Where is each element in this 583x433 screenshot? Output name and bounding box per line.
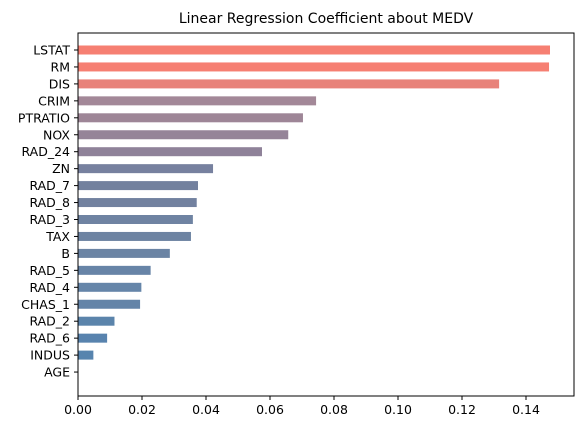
bar-rad-3 — [78, 215, 193, 224]
category-label: RAD_24 — [21, 144, 70, 159]
x-ticks-group: 0.00 0.02 0.04 0.06 0.08 0.10 0.12 0.14 — [64, 396, 540, 417]
bar-indus — [78, 350, 94, 360]
bar-tax — [78, 231, 191, 241]
chart-title: Linear Regression Coefficient about MEDV — [179, 11, 474, 27]
bar-b — [78, 248, 170, 258]
category-label: AGE — [44, 365, 70, 380]
category-label: RAD_6 — [29, 331, 70, 346]
bar-rad-7 — [78, 181, 198, 191]
bar-lstat — [78, 45, 550, 55]
category-label: INDUS — [30, 348, 70, 363]
category-label: RAD_8 — [29, 195, 70, 210]
plot-frame — [77, 32, 575, 397]
bar-chas-1 — [78, 299, 141, 309]
x-tick-label: 0.04 — [192, 402, 220, 417]
bar-rad-5 — [78, 265, 151, 275]
category-label: RAD_4 — [29, 280, 70, 295]
x-tick-label: 0.14 — [512, 402, 540, 417]
bars-group — [78, 45, 550, 360]
category-label: LSTAT — [33, 43, 70, 58]
category-label: TAX — [45, 229, 70, 244]
x-tick-label: 0.06 — [256, 402, 284, 417]
category-label: RAD_2 — [29, 314, 70, 329]
category-label: RAD_7 — [29, 178, 70, 193]
category-label: ZN — [52, 161, 70, 176]
category-label: CRIM — [38, 93, 70, 108]
bar-ptratio — [78, 113, 303, 123]
category-label: B — [61, 246, 70, 261]
bar-nox — [78, 130, 289, 140]
x-tick-label: 0.12 — [448, 402, 476, 417]
bar-crim — [78, 96, 317, 106]
x-tick-label: 0.00 — [64, 402, 92, 417]
bar-rad-6 — [78, 333, 108, 343]
bar-dis — [78, 79, 500, 89]
category-label: RAD_3 — [29, 212, 70, 227]
category-label: NOX — [43, 127, 70, 142]
category-label: PTRATIO — [18, 110, 70, 125]
x-tick-label: 0.10 — [384, 402, 412, 417]
bar-rm — [78, 62, 550, 72]
bar-rad-4 — [78, 282, 142, 292]
bar-zn — [78, 164, 214, 174]
category-label: RM — [51, 59, 70, 74]
bar-rad-24 — [78, 147, 262, 157]
x-tick-label: 0.02 — [128, 402, 156, 417]
category-label: RAD_5 — [29, 263, 70, 278]
category-label: DIS — [49, 76, 70, 91]
bar-rad-2 — [78, 316, 115, 326]
bar-rad-8 — [78, 198, 197, 208]
category-label: CHAS_1 — [21, 297, 70, 312]
x-tick-label: 0.08 — [320, 402, 348, 417]
